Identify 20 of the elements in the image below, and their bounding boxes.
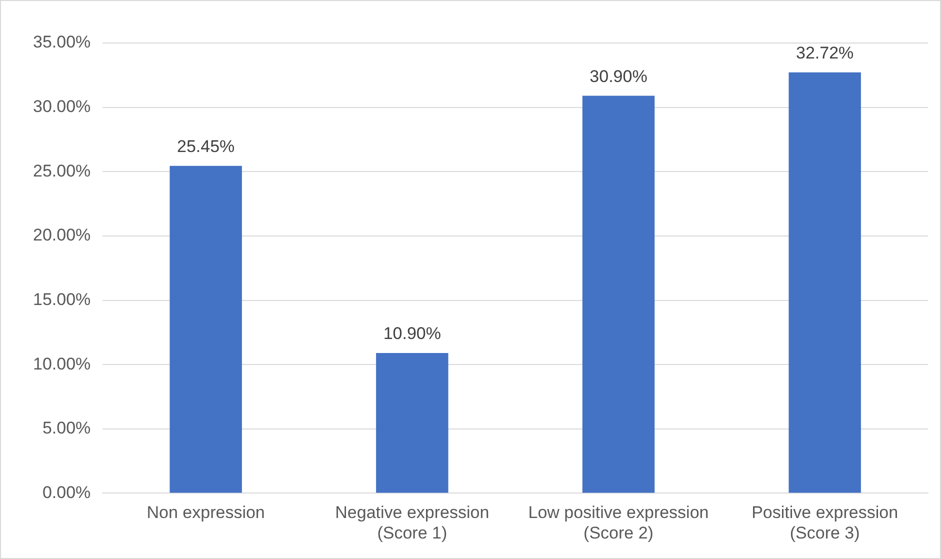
bar	[170, 166, 242, 493]
y-tick-label: 35.00%	[32, 32, 91, 52]
y-tick-label: 10.00%	[32, 354, 91, 374]
bar	[788, 72, 861, 493]
y-tick-label: 0.00%	[42, 482, 91, 502]
y-tick-label: 5.00%	[42, 418, 91, 438]
x-tick-label: Low positive expression (Score 2)	[528, 503, 709, 542]
data-label: 10.90%	[383, 324, 441, 344]
y-tick-label: 20.00%	[32, 226, 91, 245]
y-tick-label: 25.00%	[32, 161, 91, 180]
data-label: 30.90%	[590, 66, 648, 86]
data-label: 25.45%	[176, 137, 235, 156]
bar	[582, 96, 655, 493]
x-tick-label: Non expression	[146, 503, 265, 522]
y-tick-label: 15.00%	[32, 290, 91, 309]
y-tick-label: 30.00%	[32, 97, 91, 116]
x-tick-label: Positive expression (Score 3)	[752, 503, 898, 542]
x-tick-label: Negative expression (Score 1)	[335, 503, 490, 542]
data-label: 32.72%	[796, 44, 854, 63]
bar	[376, 352, 448, 493]
